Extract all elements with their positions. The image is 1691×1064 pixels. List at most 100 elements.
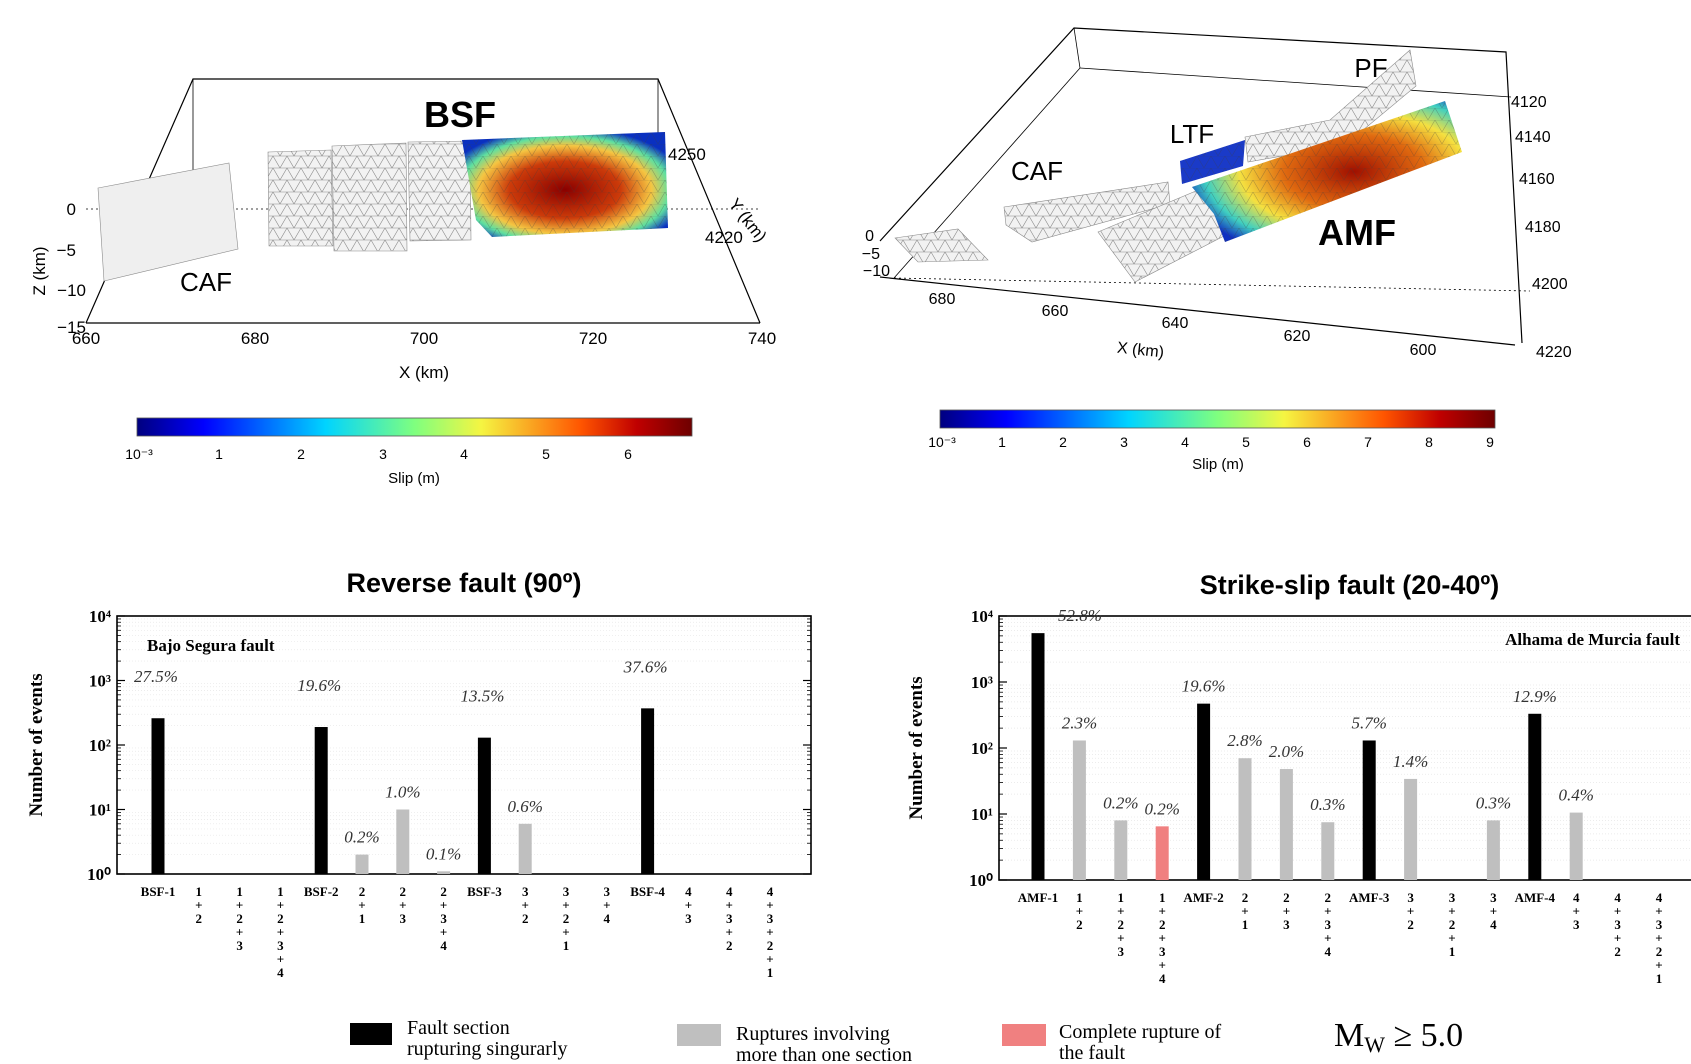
category-label-part: 3	[1159, 944, 1166, 959]
legend-complete-text: the fault	[1059, 1042, 1126, 1064]
percentage-label: 2.0%	[1269, 742, 1304, 761]
category-label-part: 4	[767, 884, 774, 899]
percentage-label: 12.9%	[1513, 687, 1557, 706]
category-label: 2 +3	[1283, 890, 1290, 932]
category-label-part: +	[1448, 904, 1455, 919]
colorbar-tick: 8	[1425, 434, 1433, 450]
category-label-part: +	[440, 925, 447, 940]
percentage-label: 0.6%	[507, 797, 542, 816]
category-label: 2 +1	[1241, 890, 1248, 932]
y-tick: 4140	[1515, 129, 1551, 146]
bar	[1569, 812, 1583, 880]
category-label: BSF-2	[304, 884, 339, 899]
magnitude-label: MW ≥ 5.0	[1334, 1017, 1463, 1057]
caf-mesh	[894, 228, 989, 263]
colorbar-tick: 9	[1486, 434, 1494, 450]
category-label-part: 4	[685, 884, 692, 899]
category-label-part: 1	[1656, 971, 1663, 986]
bsf-mesh-segment	[407, 140, 472, 242]
category-label-part: +	[766, 898, 773, 913]
category-label-part: +	[685, 898, 692, 913]
category-label-part: 2	[400, 884, 407, 899]
x-axis-label: X (km)	[1116, 340, 1165, 362]
category-label: 4 +3	[1572, 890, 1579, 932]
category-label-part: +	[358, 898, 365, 913]
legend-label-complete: Complete rupture of the fault	[1059, 1021, 1226, 1064]
bar	[518, 823, 532, 874]
category-label: 4 +3	[685, 884, 692, 926]
percentage-label: 19.6%	[1182, 677, 1226, 696]
category-label-part: +	[1448, 931, 1455, 946]
category-label-part: 4	[1573, 890, 1580, 905]
z-ticks: 0 −5 −10 −15	[57, 200, 86, 337]
bar	[1155, 826, 1169, 880]
bar	[1404, 778, 1418, 880]
colorbar	[136, 417, 693, 437]
category-label: 3 +4	[603, 884, 610, 926]
y-tick: 4200	[1532, 276, 1568, 293]
category-label-part: +	[521, 898, 528, 913]
legend-multi-text: Ruptures involving	[736, 1023, 890, 1045]
bar	[151, 718, 165, 874]
category-label-part: +	[1158, 958, 1165, 973]
category-label-part: 1	[236, 884, 243, 899]
bsf-title: BSF	[424, 94, 496, 135]
category-label-part: 2	[1449, 917, 1456, 932]
category-label-part: 2	[726, 938, 733, 953]
y-tick: 4220	[705, 228, 743, 247]
magnitude-rest: ≥ 5.0	[1385, 1017, 1463, 1054]
bar	[1114, 820, 1128, 880]
ltf-slip-mesh	[1180, 140, 1245, 184]
caf-mesh	[97, 162, 239, 282]
category-label-part: 4	[440, 938, 447, 953]
category-label-part: +	[1324, 904, 1331, 919]
category-label-part: 3	[563, 884, 570, 899]
category-label-part: 2	[236, 911, 243, 926]
category-label-part: 1	[277, 884, 284, 899]
bar	[641, 708, 655, 874]
category-label-part: 2	[1407, 917, 1414, 932]
category-label-part: +	[725, 898, 732, 913]
colorbar-tick: 4	[1181, 434, 1189, 450]
category-label-part: 3	[726, 911, 733, 926]
category-label-part: +	[277, 925, 284, 940]
category-label-part: 1	[1076, 890, 1083, 905]
legend-label-multi: Ruptures involving more than one section	[736, 1023, 912, 1064]
category-label: 1 +2	[1076, 890, 1083, 932]
category-label-part: +	[1076, 904, 1083, 919]
percentage-label: 27.5%	[134, 667, 178, 686]
category-label: 1 +2 +3	[1117, 890, 1124, 959]
category-label-part: +	[562, 898, 569, 913]
y-tick-label: 10⁰	[969, 871, 993, 890]
x-tick: 740	[748, 329, 776, 348]
colorbar-label: Slip (m)	[1192, 456, 1244, 473]
category-label-part: 3	[522, 884, 529, 899]
percentage-label: 5.7%	[1351, 713, 1386, 732]
colorbar-ticks: 10⁻³ 1 2 3 4 5 6	[125, 446, 632, 462]
category-label: 1 +2 +3 +4	[1158, 890, 1165, 986]
category-label: AMF-4	[1515, 890, 1556, 905]
category-label-part: +	[1655, 958, 1662, 973]
category-label-part: 4	[277, 965, 284, 980]
category-label-part: +	[1572, 904, 1579, 919]
category-label: BSF-3	[467, 884, 502, 899]
category-label-part: 3	[1118, 944, 1125, 959]
category-label-part: 2	[1614, 944, 1621, 959]
colorbar-tick: 6	[1303, 434, 1311, 450]
x-tick: 700	[410, 329, 438, 348]
category-label-part: 3	[277, 938, 284, 953]
z-tick: −5	[862, 246, 880, 263]
category-label: 1 +2	[195, 884, 202, 926]
category-label-part: 4	[1159, 971, 1166, 986]
category-label-part: 1	[359, 911, 366, 926]
bar	[437, 871, 451, 874]
x-tick: 640	[1162, 315, 1189, 332]
category-label-part: 3	[440, 911, 447, 926]
colorbar-tick: 1	[215, 446, 223, 462]
category-label: 2 +3 +4	[440, 884, 447, 953]
bsf-mesh-segment	[331, 142, 408, 252]
category-label-part: 2	[1656, 944, 1663, 959]
x-ticks: 680 660 640 620 600	[929, 291, 1437, 359]
y-axis-label: Number of events	[906, 676, 927, 819]
category-label: 3 +2	[521, 884, 528, 926]
